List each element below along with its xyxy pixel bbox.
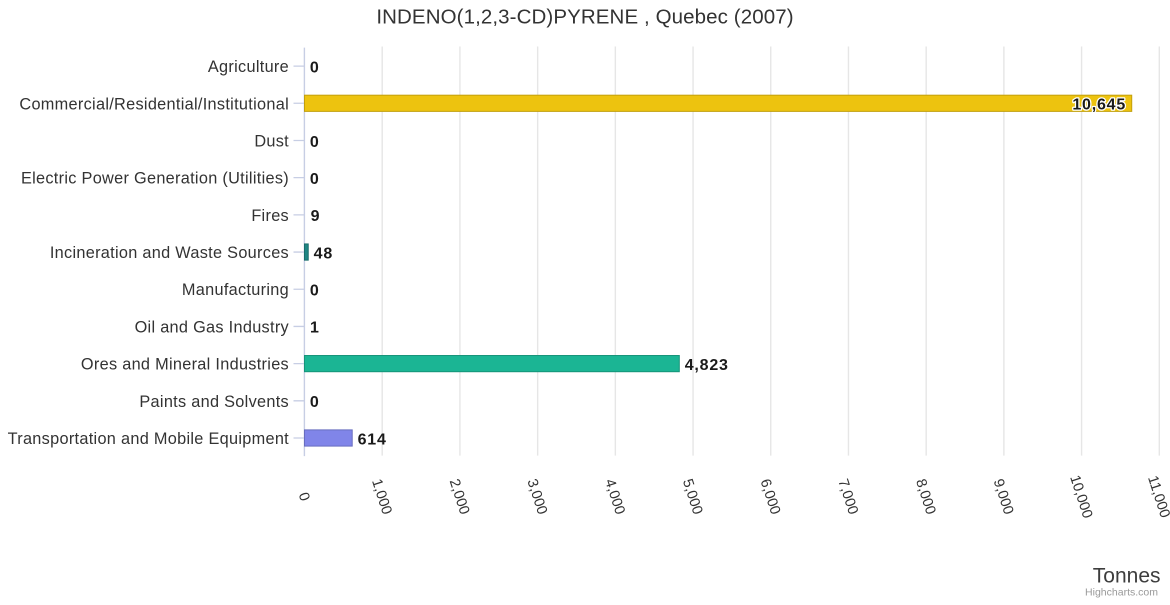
svg-text:Ores and Mineral Industries: Ores and Mineral Industries [81, 356, 289, 374]
svg-text:48: 48 [314, 245, 333, 262]
svg-text:INDENO(1,2,3-CD)PYRENE , Quebe: INDENO(1,2,3-CD)PYRENE , Quebec (2007) [376, 6, 793, 29]
svg-text:Incineration and Waste Sources: Incineration and Waste Sources [50, 244, 289, 262]
svg-text:Transportation and Mobile Equi: Transportation and Mobile Equipment [8, 430, 290, 448]
svg-text:0: 0 [310, 283, 320, 300]
svg-text:Oil and Gas Industry: Oil and Gas Industry [135, 318, 290, 336]
svg-text:0: 0 [310, 134, 320, 151]
svg-text:Manufacturing: Manufacturing [182, 281, 289, 299]
svg-text:Paints and Solvents: Paints and Solvents [139, 393, 289, 411]
svg-text:1: 1 [310, 320, 320, 337]
svg-text:Commercial/Residential/Institu: Commercial/Residential/Institutional [19, 95, 289, 113]
svg-text:0: 0 [310, 394, 320, 411]
svg-text:614: 614 [358, 431, 387, 448]
svg-text:0: 0 [310, 171, 320, 188]
svg-text:Fires: Fires [251, 207, 289, 225]
svg-text:Highcharts.com: Highcharts.com [1085, 587, 1158, 599]
svg-text:0: 0 [310, 59, 320, 76]
svg-text:10,645: 10,645 [1072, 97, 1126, 114]
svg-text:Dust: Dust [254, 132, 289, 150]
svg-text:9: 9 [311, 208, 321, 225]
svg-text:Electric Power Generation (Uti: Electric Power Generation (Utilities) [21, 170, 289, 188]
svg-text:Agriculture: Agriculture [208, 58, 289, 76]
svg-text:4,823: 4,823 [685, 357, 729, 374]
svg-text:Tonnes: Tonnes [1093, 565, 1161, 588]
